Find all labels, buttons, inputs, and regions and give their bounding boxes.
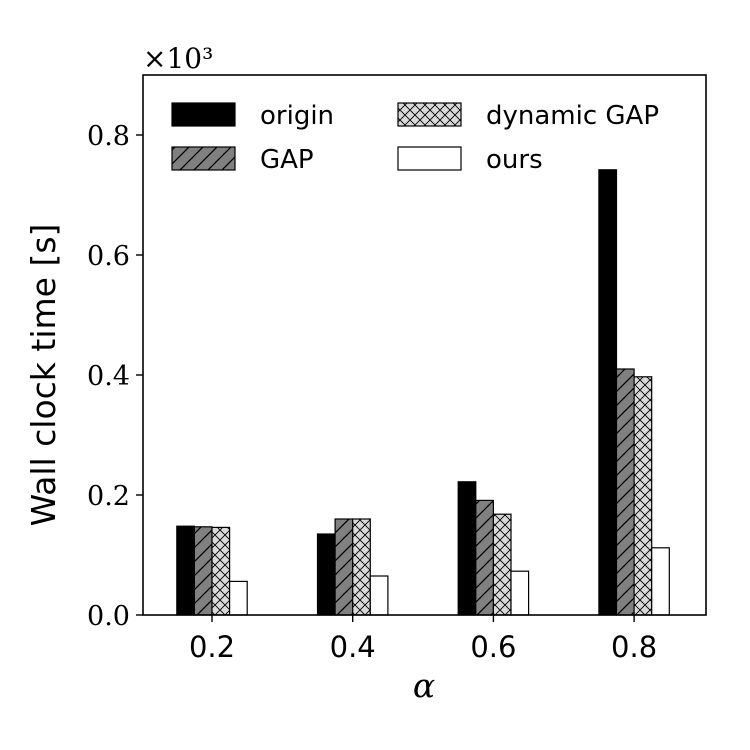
y-axis-multiplier: ×10³ bbox=[143, 42, 213, 75]
bar-ours-0-6 bbox=[510, 570, 530, 616]
plot-frame bbox=[142, 74, 707, 616]
x-tick-label: 0.4 bbox=[330, 630, 376, 664]
bar-origin-0-8 bbox=[598, 169, 618, 616]
y-axis-ticks: 0.0 0.2 0.4 0.6 0.8 bbox=[87, 121, 143, 632]
bar-gap-0-8 bbox=[615, 368, 635, 616]
legend-swatch-origin bbox=[171, 102, 236, 127]
legend-label-gap: GAP bbox=[260, 145, 314, 175]
y-tick-label: 0.2 bbox=[87, 481, 130, 512]
bars-group bbox=[176, 169, 670, 616]
y-axis-label: Wall clock time [s] bbox=[24, 224, 63, 527]
bar-dynamic-gap-0-8 bbox=[633, 376, 653, 616]
bar-gap-0-6 bbox=[475, 499, 494, 616]
legend-swatch-ours bbox=[397, 146, 462, 171]
bar-gap-0-4 bbox=[334, 518, 354, 616]
legend: origin GAP dynamic GAP ours bbox=[171, 101, 659, 175]
x-tick-label: 0.6 bbox=[470, 630, 516, 664]
bar-ours-0-4 bbox=[369, 575, 389, 616]
bar-origin-0-2 bbox=[176, 525, 196, 616]
y-tick-label: 0.0 bbox=[87, 601, 130, 632]
y-tick-label: 0.8 bbox=[87, 121, 130, 152]
y-tick-label: 0.4 bbox=[87, 361, 130, 392]
legend-swatch-dynamic-gap bbox=[397, 102, 462, 127]
bar-gap-0-2 bbox=[193, 526, 213, 616]
bar-origin-0-4 bbox=[316, 533, 336, 616]
bar-ours-0-2 bbox=[229, 580, 248, 616]
y-tick-label: 0.6 bbox=[87, 241, 130, 272]
legend-label-ours: ours bbox=[486, 145, 543, 175]
bar-origin-0-6 bbox=[457, 481, 477, 616]
legend-label-dynamic-gap: dynamic GAP bbox=[486, 101, 659, 131]
legend-swatch-gap bbox=[171, 146, 236, 171]
x-tick-label: 0.2 bbox=[189, 630, 235, 664]
bar-dynamic-gap-0-2 bbox=[211, 526, 231, 616]
legend-label-origin: origin bbox=[260, 101, 334, 131]
bar-dynamic-gap-0-4 bbox=[352, 518, 371, 616]
x-axis-ticks: 0.2 0.4 0.6 0.8 bbox=[189, 615, 657, 664]
x-axis-label: α bbox=[413, 666, 435, 705]
bar-dynamic-gap-0-6 bbox=[492, 513, 512, 616]
bar-ours-0-8 bbox=[651, 547, 670, 616]
x-tick-label: 0.8 bbox=[611, 630, 657, 664]
